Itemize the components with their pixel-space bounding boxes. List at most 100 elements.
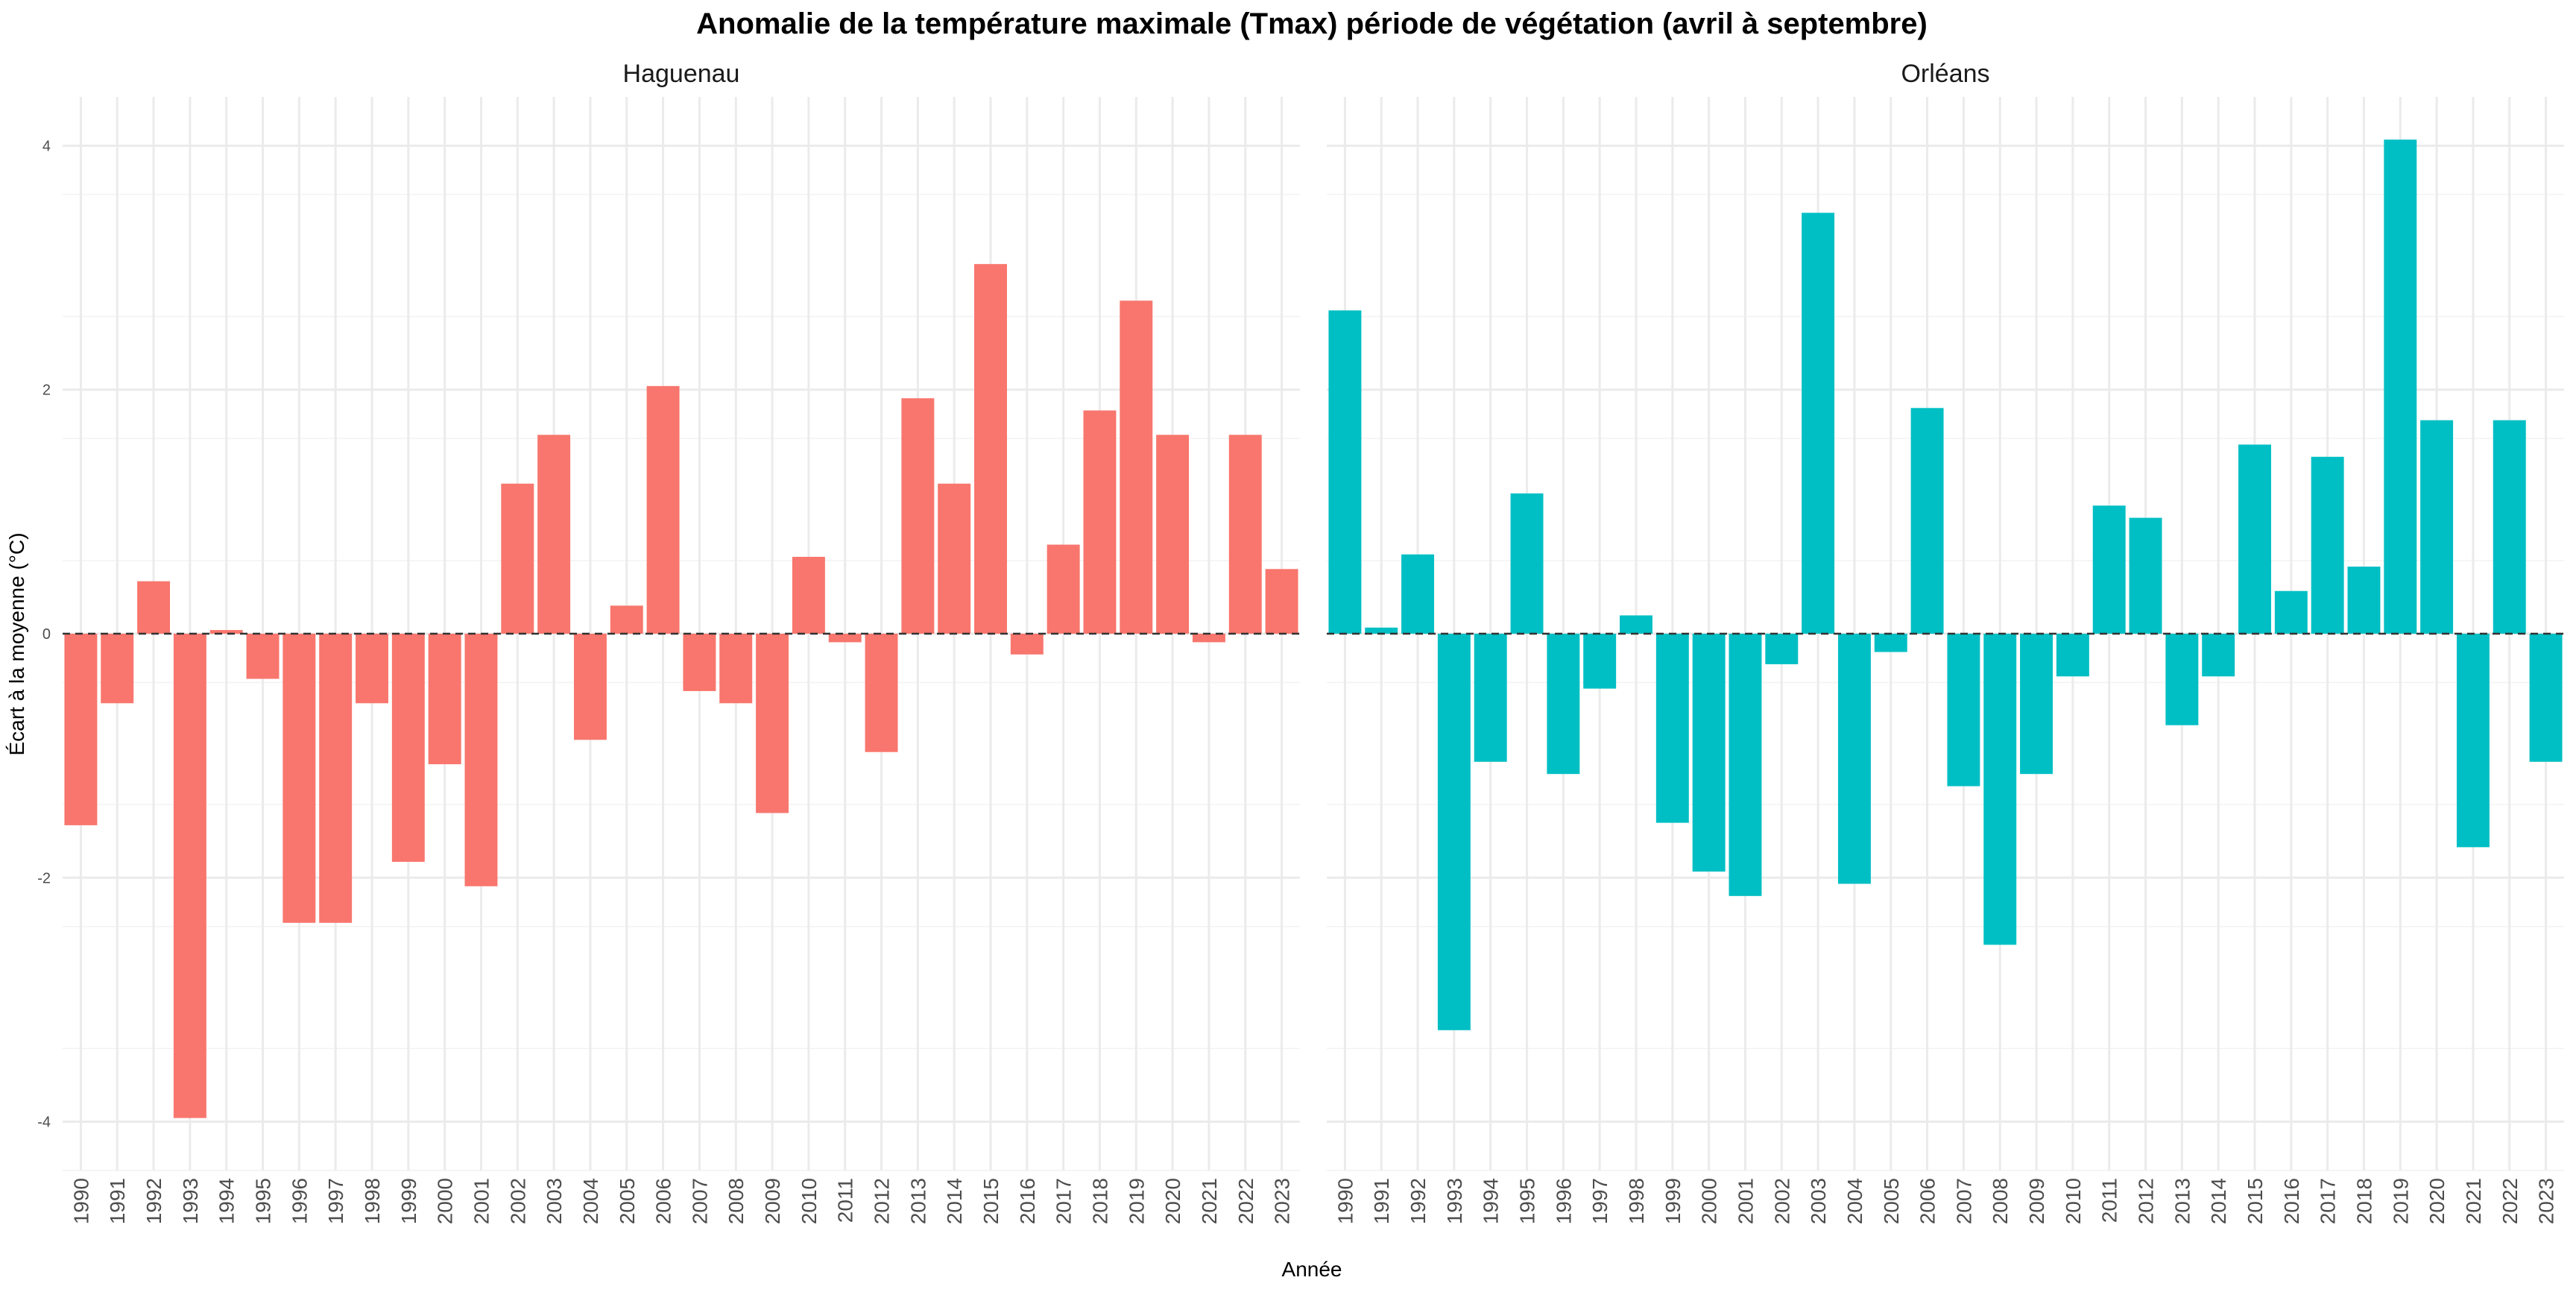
x-tick-label: 2017: [1052, 1178, 1076, 1224]
bar: [1046, 544, 1080, 634]
x-tick-label: 1992: [142, 1178, 165, 1224]
bar: [1192, 634, 1225, 643]
x-tick-label: 1999: [397, 1178, 420, 1224]
x-tick-label: 1999: [1661, 1178, 1685, 1224]
bar: [173, 634, 206, 1118]
bar: [2347, 567, 2381, 634]
bar: [1802, 212, 1835, 634]
y-tick-label: -2: [37, 870, 51, 886]
bar: [1156, 435, 1190, 634]
x-tick-label: 2007: [688, 1178, 711, 1224]
bar: [719, 634, 753, 704]
bar: [209, 630, 243, 634]
x-tick-label: 2010: [2062, 1178, 2085, 1224]
bar: [1328, 310, 1362, 634]
x-tick-label: 1991: [1370, 1178, 1393, 1224]
bar: [464, 634, 498, 886]
x-tick-label: 2013: [906, 1178, 929, 1224]
facet-strip-label: Orléans: [1901, 60, 1989, 88]
y-tick-label: 2: [42, 382, 51, 399]
bar: [101, 634, 134, 704]
x-tick-label: 2019: [2389, 1178, 2412, 1224]
x-tick-label: 2007: [1952, 1178, 1975, 1224]
bar: [1655, 634, 1689, 823]
chart-title: Anomalie de la température maximale (Tma…: [696, 7, 1928, 40]
bar: [646, 385, 680, 634]
x-tick-label: 1997: [1588, 1178, 1611, 1224]
bar: [2456, 634, 2490, 848]
x-tick-label: 2015: [2244, 1178, 2267, 1224]
bar: [1620, 615, 1652, 634]
panel-haguenau: Haguenau -4 -2 0 2 4 1990 1991 1992 1993 1994 1995 1…: [37, 60, 1300, 1224]
x-tick-label: 2015: [979, 1178, 1003, 1224]
x-tick-label: 2011: [834, 1178, 857, 1223]
bar: [2493, 420, 2526, 634]
bar: [137, 581, 171, 634]
x-tick-label: 2020: [1161, 1178, 1184, 1224]
x-tick-label: 1994: [215, 1178, 239, 1224]
bar: [428, 634, 461, 765]
x-tick-label: 2000: [1698, 1178, 1721, 1224]
x-tick-label: 2006: [1916, 1178, 1939, 1224]
x-tick-label: 2014: [943, 1178, 966, 1224]
bar: [756, 634, 789, 813]
bar: [1947, 634, 1980, 787]
bar: [683, 634, 716, 691]
bar: [1083, 410, 1117, 634]
x-tick-label: 2016: [1016, 1178, 1039, 1224]
bar: [1510, 493, 1544, 634]
x-tick-label: 1998: [1625, 1178, 1648, 1224]
bar: [2020, 634, 2053, 775]
bar: [1874, 634, 1907, 652]
x-tick-label: 2001: [1734, 1178, 1757, 1224]
x-tick-label: 1996: [288, 1178, 311, 1224]
x-tick-label: 2005: [616, 1178, 639, 1224]
x-tick-label: 2018: [1088, 1178, 1111, 1224]
x-tick-label: 2000: [434, 1178, 457, 1224]
x-tick-label: 1997: [324, 1178, 347, 1224]
x-tick-label: 2023: [2535, 1178, 2558, 1224]
bar: [2420, 420, 2454, 634]
y-tick-label: 0: [42, 626, 51, 643]
bar: [1692, 634, 1726, 872]
x-tick-label: 2018: [2352, 1178, 2375, 1224]
x-tick-label: 2002: [506, 1178, 529, 1224]
x-tick-label: 2009: [761, 1178, 784, 1224]
x-tick-label: 2017: [2317, 1178, 2340, 1224]
bar: [1365, 627, 1398, 634]
bar: [828, 634, 862, 643]
x-tick-label: 2004: [579, 1178, 602, 1224]
bar: [2238, 444, 2271, 634]
bar: [938, 483, 971, 634]
bar: [1729, 634, 1762, 896]
x-tick-label: 1993: [1443, 1178, 1466, 1224]
bar: [356, 634, 388, 704]
bar: [1837, 634, 1871, 884]
x-tick-label: 2021: [2462, 1178, 2485, 1224]
x-tick-label: 1994: [1480, 1178, 1503, 1224]
x-tick-label: 2009: [2025, 1178, 2048, 1224]
bar: [391, 634, 425, 862]
x-tick-label: 2003: [1807, 1178, 1830, 1224]
bar: [1983, 634, 2017, 945]
y-tick-label: -4: [37, 1115, 51, 1131]
bar: [1910, 408, 1944, 634]
bar: [64, 634, 98, 825]
bar: [2092, 505, 2126, 634]
x-tick-label: 1993: [179, 1178, 202, 1224]
x-tick-label: 2023: [1271, 1178, 1294, 1224]
x-tick-label: 2011: [2098, 1178, 2121, 1223]
bar: [974, 264, 1007, 634]
bar: [2311, 456, 2344, 634]
bar: [1120, 300, 1153, 634]
bar: [1547, 634, 1580, 775]
bar: [1228, 435, 1262, 634]
bar: [1583, 634, 1617, 689]
x-tick-label: 2002: [1770, 1178, 1793, 1224]
x-tick-label: 1996: [1552, 1178, 1575, 1224]
bar: [1401, 554, 1435, 634]
bar: [573, 634, 607, 740]
x-tick-label: 2008: [724, 1178, 748, 1224]
panels: Haguenau -4 -2 0 2 4 1990 1991 1992 1993 1994 1995 1…: [37, 60, 2564, 1224]
bar: [2529, 634, 2563, 762]
